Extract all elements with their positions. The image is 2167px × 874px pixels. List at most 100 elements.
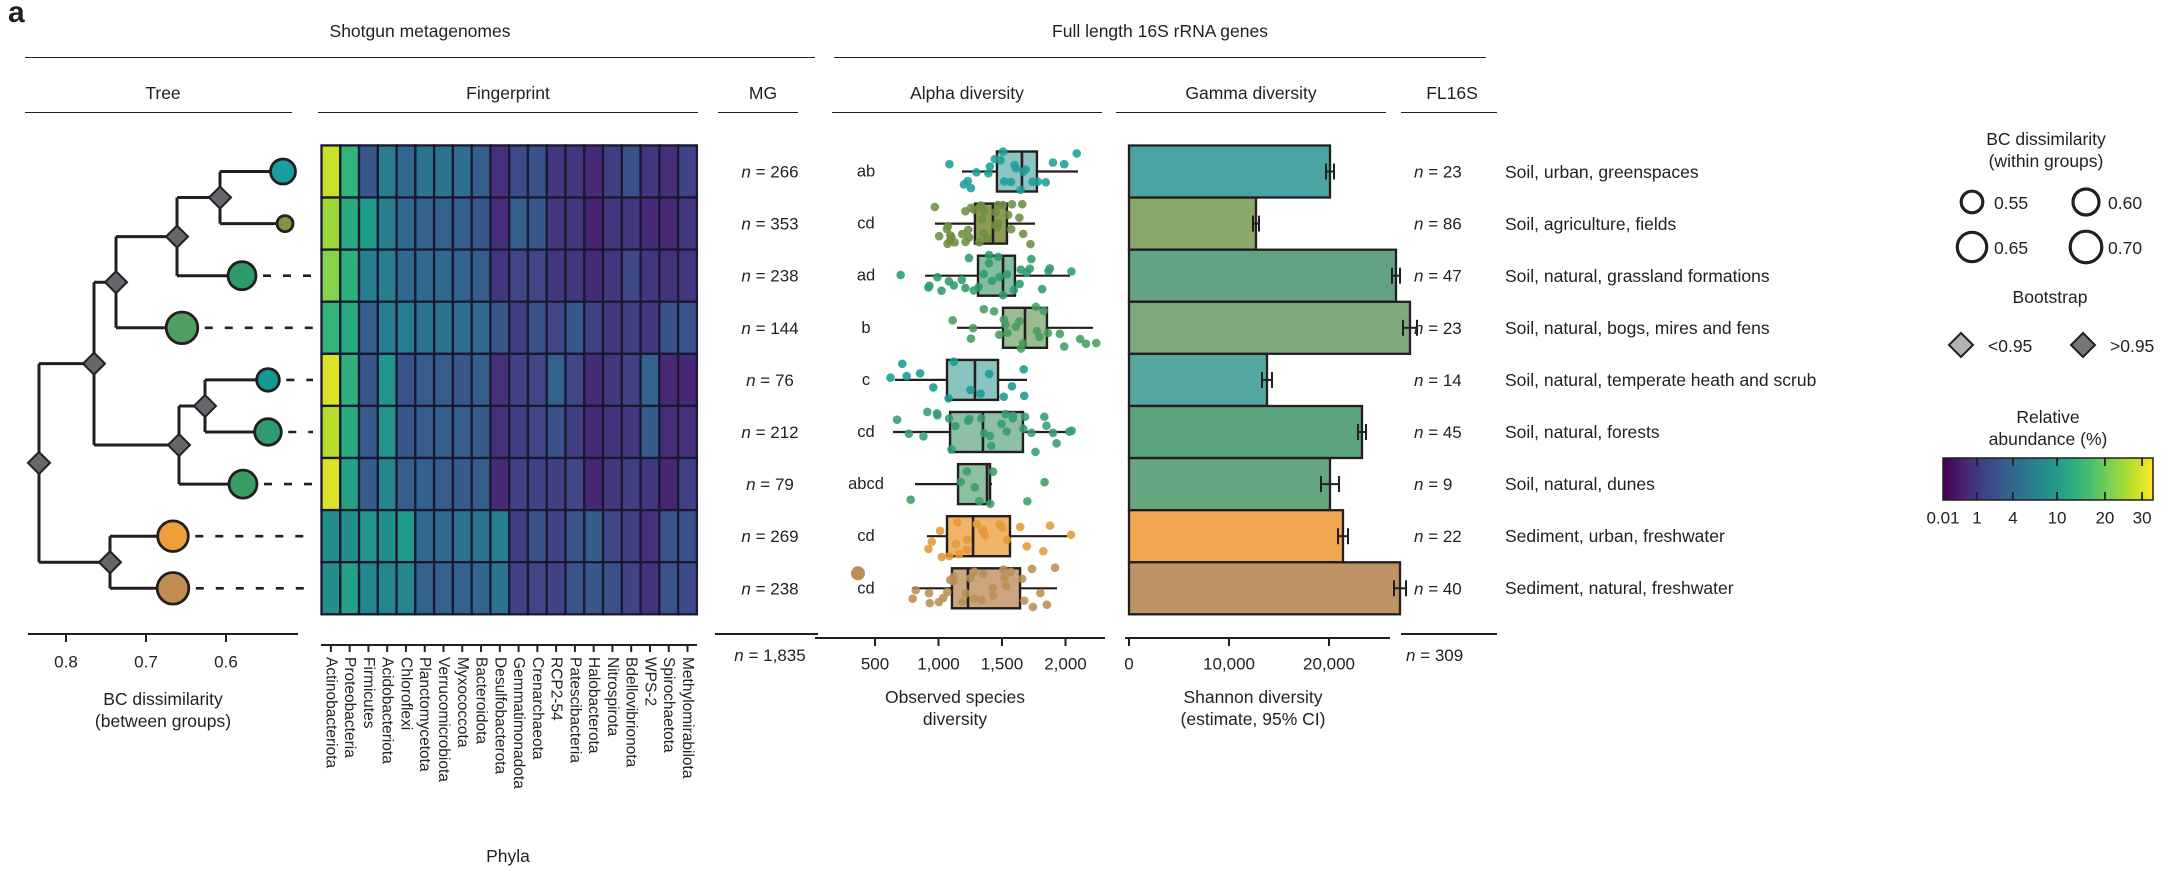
jitter-point: [1052, 439, 1061, 448]
jitter-point: [963, 225, 973, 235]
heatmap-cell: [320, 196, 342, 251]
heatmap-cell: [545, 561, 567, 616]
heatmap-cell: [451, 404, 473, 460]
jitter-point: [1042, 421, 1051, 431]
heatmap-cell: [545, 456, 567, 512]
jitter-point: [996, 155, 1005, 165]
fingerprint-heatmap: [320, 144, 699, 616]
heatmap-cell: [676, 144, 699, 199]
significance-letters: cd: [857, 215, 874, 233]
jitter-point: [1015, 213, 1024, 223]
mg-n-label: n = 238: [741, 266, 798, 285]
jitter-point: [951, 421, 960, 431]
heatmap-cell: [489, 144, 511, 199]
bootstrap-node-diamond: [81, 351, 107, 377]
heatmap-cell: [376, 300, 398, 355]
legend-bc-circle: [1955, 230, 1989, 264]
legend-bc-within-title-line1: BC dissimilarity: [1986, 129, 2106, 149]
jitter-point: [997, 419, 1006, 429]
heatmap-cell: [526, 300, 548, 355]
jitter-point: [896, 270, 905, 280]
jitter-point: [1020, 412, 1030, 422]
jitter-point: [998, 200, 1008, 210]
heatmap-cell: [583, 300, 605, 355]
jitter-point: [961, 589, 971, 598]
jitter-point: [1019, 391, 1029, 401]
legend-bootstrap-label-gt: >0.95: [2110, 336, 2155, 356]
heatmap-cell: [564, 561, 586, 616]
heatmap-cell: [357, 352, 379, 408]
jitter-point: [1028, 602, 1038, 612]
mg-n-label: n = 144: [741, 318, 798, 337]
jitter-point: [985, 431, 995, 441]
colorbar-tick-label: 4: [2008, 509, 2017, 528]
jitter-point: [1027, 254, 1036, 264]
dendrogram-tree: [26, 157, 313, 606]
heatmap-cell: [601, 508, 623, 564]
jitter-point: [1041, 177, 1051, 187]
jitter-point: [975, 237, 984, 247]
jitter-point: [1066, 530, 1076, 540]
heatmap-cell: [339, 404, 361, 460]
heatmap-cell: [676, 561, 699, 616]
heatmap-cell: [676, 196, 699, 251]
heatmap-cell: [357, 456, 379, 512]
jitter-point: [1019, 167, 1028, 177]
legend-bootstrap-diamond: [2069, 331, 2097, 359]
jitter-point: [988, 591, 998, 600]
subheader-alpha-underline: [832, 112, 1102, 113]
phylum-label: Firmicutes: [360, 657, 377, 729]
jitter-point: [980, 531, 990, 540]
subheader-mg-underline: [718, 112, 798, 113]
jitter-point: [957, 597, 967, 607]
jitter-point: [998, 290, 1008, 300]
phylum-label: Proteobacteria: [341, 657, 358, 758]
legend-abundance-title-line1: Relative: [2016, 407, 2080, 427]
heatmap-cell: [357, 508, 379, 564]
heatmap-cell: [451, 352, 473, 408]
row-label: Soil, natural, bogs, mires and fens: [1505, 317, 1770, 338]
tree-axis-tick-label: 0.7: [134, 653, 158, 672]
heatmap-cell: [414, 404, 436, 460]
heatmap-cell: [320, 508, 342, 564]
tree-axis-caption-line2: (between groups): [94, 711, 232, 731]
significance-letters: ad: [857, 267, 875, 285]
header-full-length-underline: [834, 57, 1486, 58]
gamma-bar: [1127, 404, 1364, 460]
heatmap-cell: [545, 508, 567, 564]
heatmap-cell: [658, 300, 680, 355]
heatmap-cell: [470, 561, 492, 616]
heatmap-cell: [395, 196, 417, 251]
heatmap-cell: [339, 561, 361, 616]
jitter-point: [968, 323, 978, 333]
heatmap-cell: [545, 300, 567, 355]
jitter-point: [998, 147, 1008, 156]
heatmap-cell: [639, 248, 661, 303]
jitter-point: [970, 567, 979, 577]
jitter-point: [972, 519, 982, 529]
phylum-label: Spirochaetota: [660, 657, 677, 753]
heatmap-cell: [489, 352, 511, 408]
heatmap-cell: [676, 300, 699, 355]
heatmap-cell: [339, 508, 361, 564]
colorbar-tick-label: 1: [1972, 509, 1981, 528]
heatmap-cell: [489, 404, 511, 460]
legend-abundance-title-line2: abundance (%): [1988, 429, 2108, 449]
jitter-point: [966, 334, 976, 343]
heatmap-cell: [601, 196, 623, 251]
row-label: Sediment, urban, freshwater: [1505, 526, 1725, 547]
jitter-point: [984, 258, 994, 268]
jitter-point: [999, 565, 1008, 574]
heatmap-cell: [395, 561, 417, 616]
heatmap-cell: [583, 561, 605, 616]
subheader-fl16s: FL16S: [1426, 83, 1478, 103]
gamma-axis-caption: Shannon diversity (estimate, 95% CI): [1181, 686, 1326, 730]
tree-leaf-circle: [226, 260, 258, 292]
jitter-point: [993, 218, 1003, 228]
jitter-point: [906, 495, 915, 504]
heatmap-cell: [583, 248, 605, 303]
heatmap-cell: [357, 561, 379, 616]
bootstrap-node-diamond: [164, 224, 190, 250]
heatmap-cell: [526, 352, 548, 408]
